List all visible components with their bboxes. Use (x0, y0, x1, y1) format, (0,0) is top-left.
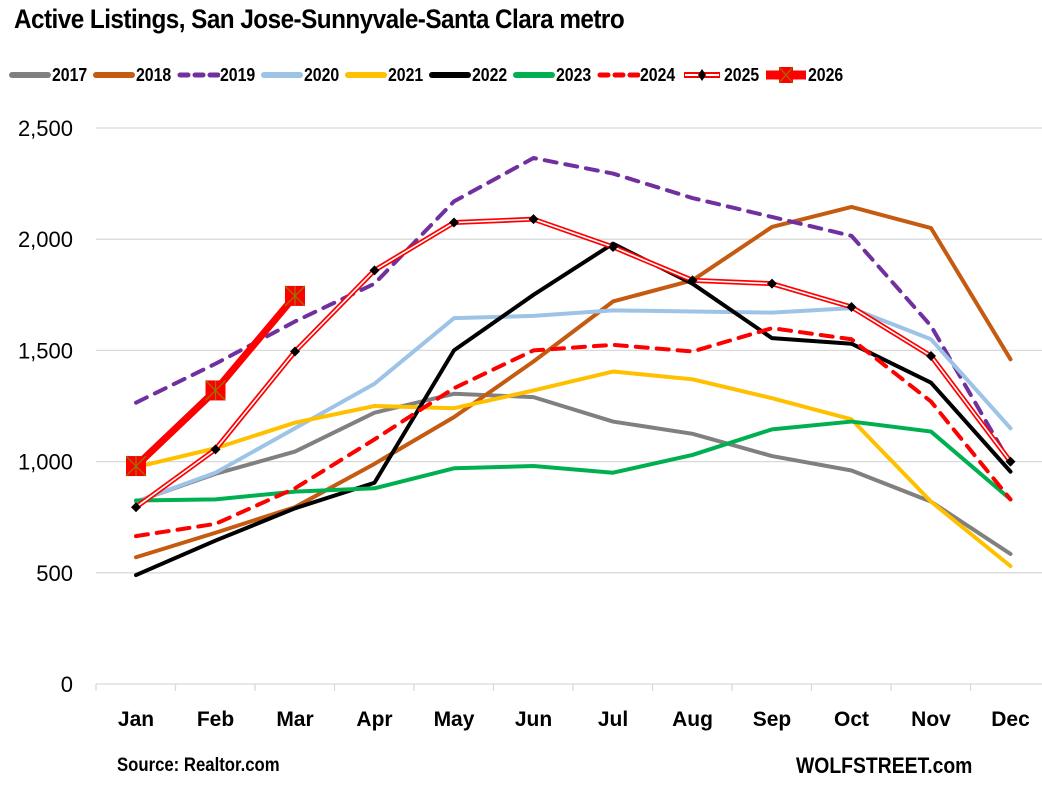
x-tick-label: Nov (911, 708, 951, 731)
legend-item-2024: 2024 (596, 65, 676, 86)
data-point-2025 (1005, 456, 1016, 467)
legend-label: 2022 (472, 64, 508, 85)
x-tick-label: Sep (753, 708, 792, 731)
legend: 2017 2018 2019 2020 2021 2022 2023 2024 2025 2026 (8, 62, 848, 88)
series-2018 (134, 204, 1013, 560)
data-point-2025 (210, 444, 221, 455)
x-tick-label: Oct (834, 708, 869, 731)
series-line-2018 (134, 204, 1013, 560)
legend-label: 2020 (304, 64, 340, 85)
legend-item-2020: 2020 (260, 65, 340, 86)
legend-swatch (261, 72, 304, 78)
series-line-inner-2025 (135, 218, 1012, 508)
series-line-2017 (134, 391, 1013, 556)
legend-swatch (345, 72, 388, 78)
legend-swatch (93, 72, 136, 78)
y-axis-ticks: 0 500 1,000 1,500 2,000 2,500 (18, 116, 73, 697)
legend-label: 2019 (220, 64, 256, 85)
y-tick-label: 0 (61, 672, 73, 697)
data-point-2026 (205, 380, 226, 401)
legend-label: 2021 (388, 64, 424, 85)
legend-label: 2026 (808, 64, 844, 85)
series-lines (125, 156, 1016, 578)
series-line-2019 (134, 156, 1013, 466)
x-tick-label: Jan (118, 708, 154, 731)
legend-label: 2023 (556, 64, 592, 85)
source-note: Source: Realtor.com (117, 755, 280, 776)
data-point-2025 (290, 346, 300, 357)
y-tick-label: 2,000 (18, 227, 73, 252)
legend-swatch (513, 72, 556, 78)
legend-swatch (684, 69, 721, 81)
data-point-2026 (284, 285, 306, 307)
brand-watermark: WOLFSTREET.com (796, 753, 973, 778)
legend-label: 2024 (640, 64, 676, 85)
series-2019 (134, 156, 1013, 466)
x-axis: Jan Feb Mar Apr May Jun Jul Aug Sep Oct Nov Dec (95, 683, 1042, 731)
data-point-2025 (369, 265, 380, 276)
chart-title: Active Listings, San Jose-Sunnyvale-Sant… (14, 4, 625, 34)
data-point-2025 (687, 275, 698, 286)
data-point-2025 (846, 302, 857, 313)
legend-label: 2018 (136, 64, 172, 85)
legend-item-2017: 2017 (8, 65, 88, 86)
legend-label: 2025 (724, 64, 760, 85)
data-point-2025 (608, 241, 618, 252)
legend-item-2025: 2025 (680, 65, 760, 86)
y-tick-label: 500 (36, 561, 73, 586)
series-line-2024 (134, 326, 1013, 539)
series-2017 (134, 391, 1013, 556)
legend-swatch (597, 72, 641, 78)
data-point-2025 (767, 278, 777, 289)
data-point-2025 (528, 214, 539, 225)
series-2025 (131, 214, 1016, 513)
legend-item-2021: 2021 (344, 65, 424, 86)
data-point-2026 (125, 455, 147, 477)
legend-swatch (766, 66, 807, 84)
series-line-2021 (134, 369, 1013, 569)
x-tick-label: Apr (356, 708, 392, 731)
data-point-2025 (131, 502, 141, 513)
legend-item-2022: 2022 (428, 65, 508, 86)
series-2026 (125, 285, 306, 477)
legend-item-2023: 2023 (512, 65, 592, 86)
legend-item-2018: 2018 (92, 65, 172, 86)
legend-swatch (429, 72, 472, 78)
data-point-2025 (449, 217, 459, 228)
y-tick-label: 1,000 (18, 450, 73, 475)
y-tick-label: 2,500 (18, 116, 73, 141)
x-tick-label: Jun (515, 708, 552, 731)
x-tick-label: Aug (672, 708, 713, 731)
legend-item-2019: 2019 (176, 65, 256, 86)
x-tick-label: Jul (598, 708, 628, 731)
legend-swatch (177, 72, 221, 78)
legend-label: 2017 (52, 64, 88, 85)
series-2024 (134, 326, 1013, 539)
legend-swatch (9, 72, 51, 78)
x-tick-label: Dec (991, 708, 1030, 731)
y-tick-label: 1,500 (18, 338, 73, 363)
data-point-2025 (926, 350, 936, 361)
legend-marker-x (779, 66, 794, 84)
legend-marker (698, 69, 707, 81)
legend-item-2026: 2026 (764, 65, 844, 86)
x-tick-label: Feb (197, 708, 234, 731)
x-tick-label: Mar (276, 708, 313, 731)
series-2021 (134, 369, 1013, 569)
x-tick-label: May (434, 708, 475, 731)
